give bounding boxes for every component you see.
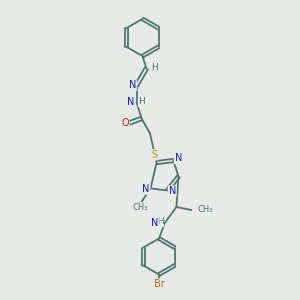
Text: O: O: [121, 118, 129, 128]
Text: N: N: [152, 218, 159, 228]
Text: Br: Br: [154, 279, 164, 289]
Text: H: H: [152, 63, 158, 72]
Text: N: N: [169, 186, 176, 196]
Text: N: N: [175, 153, 182, 164]
Text: H: H: [139, 98, 145, 106]
Text: H: H: [157, 218, 164, 226]
Text: N: N: [142, 184, 150, 194]
Text: N: N: [128, 97, 135, 107]
Text: CH₃: CH₃: [198, 206, 214, 214]
Text: CH₃: CH₃: [133, 203, 148, 212]
Text: S: S: [151, 150, 157, 160]
Text: N: N: [129, 80, 136, 91]
